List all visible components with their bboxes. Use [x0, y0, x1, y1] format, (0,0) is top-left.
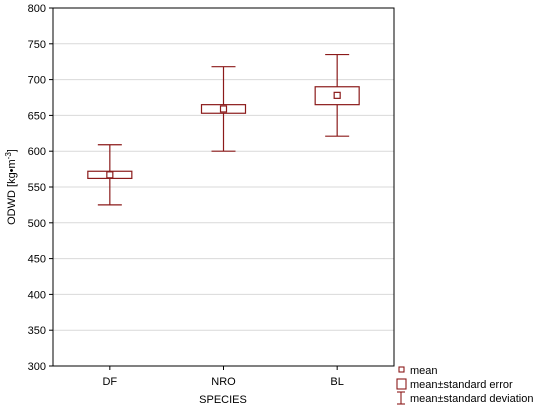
legend-item-0: mean — [398, 365, 438, 377]
y-axis-label-superscript: -3 — [4, 152, 13, 160]
x-tick-label: NRO — [211, 376, 236, 388]
y-tick-label: 500 — [28, 218, 46, 230]
y-axis-label-main: ODWD [kg•m — [6, 159, 18, 225]
y-tick-label: 750 — [28, 39, 46, 51]
y-tick-label: 350 — [28, 325, 46, 337]
legend-mean-icon — [398, 366, 405, 373]
mean-marker — [333, 91, 341, 99]
legend-label: mean±standard error — [410, 379, 513, 391]
y-tick-label: 300 — [28, 361, 46, 373]
y-tick-label: 600 — [28, 146, 46, 158]
box-bl — [314, 53, 360, 137]
legend-item-1: mean±standard error — [396, 378, 513, 391]
legend-box-icon — [396, 378, 407, 390]
box-nro — [200, 66, 247, 152]
x-tick-label: DF — [102, 376, 117, 388]
x-axis: DF NRO BL — [102, 366, 344, 388]
legend: mean mean±standard error mean±standard dev… — [396, 365, 533, 405]
legend-label: mean±standard deviation — [410, 393, 533, 405]
y-tick-label: 400 — [28, 289, 46, 301]
y-tick-label: 450 — [28, 254, 46, 266]
y-axis-label: ODWD [kg•m-3] — [4, 149, 18, 225]
mean-marker — [219, 105, 228, 113]
y-tick-label: 550 — [28, 182, 46, 194]
series — [87, 53, 360, 206]
y-axis-label-close: ] — [6, 149, 18, 152]
box-df — [87, 144, 133, 206]
mean-marker — [106, 171, 114, 179]
x-axis-label: SPECIES — [199, 394, 247, 406]
y-axis: 300 350 400 450 500 550 600 650 700 750 800 — [28, 3, 53, 373]
y-tick-label: 700 — [28, 75, 46, 87]
x-tick-label: BL — [330, 376, 343, 388]
y-tick-label: 650 — [28, 110, 46, 122]
legend-label: mean — [410, 365, 438, 377]
legend-item-2: mean±standard deviation — [397, 391, 533, 405]
y-tick-label: 800 — [28, 3, 46, 15]
